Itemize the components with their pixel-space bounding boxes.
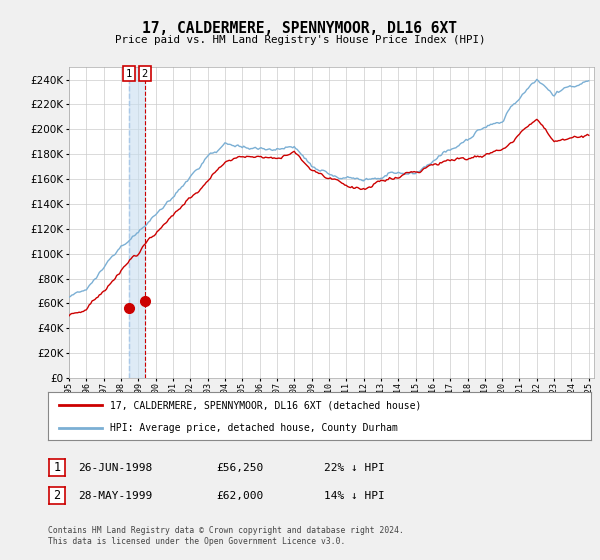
Text: 26-JUN-1998: 26-JUN-1998 xyxy=(78,463,152,473)
Text: Contains HM Land Registry data © Crown copyright and database right 2024.
This d: Contains HM Land Registry data © Crown c… xyxy=(48,526,404,546)
Text: £62,000: £62,000 xyxy=(216,491,263,501)
Text: Price paid vs. HM Land Registry's House Price Index (HPI): Price paid vs. HM Land Registry's House … xyxy=(115,35,485,45)
Text: 17, CALDERMERE, SPENNYMOOR, DL16 6XT (detached house): 17, CALDERMERE, SPENNYMOOR, DL16 6XT (de… xyxy=(110,400,422,410)
Text: 28-MAY-1999: 28-MAY-1999 xyxy=(78,491,152,501)
Text: 1: 1 xyxy=(53,461,61,474)
Bar xyxy=(129,67,145,378)
Text: 2: 2 xyxy=(53,489,61,502)
Text: HPI: Average price, detached house, County Durham: HPI: Average price, detached house, Coun… xyxy=(110,423,398,433)
Text: £56,250: £56,250 xyxy=(216,463,263,473)
Text: 17, CALDERMERE, SPENNYMOOR, DL16 6XT: 17, CALDERMERE, SPENNYMOOR, DL16 6XT xyxy=(143,21,458,36)
Text: 22% ↓ HPI: 22% ↓ HPI xyxy=(324,463,385,473)
Text: 1: 1 xyxy=(126,69,132,79)
Text: 2: 2 xyxy=(142,69,148,79)
Text: 14% ↓ HPI: 14% ↓ HPI xyxy=(324,491,385,501)
